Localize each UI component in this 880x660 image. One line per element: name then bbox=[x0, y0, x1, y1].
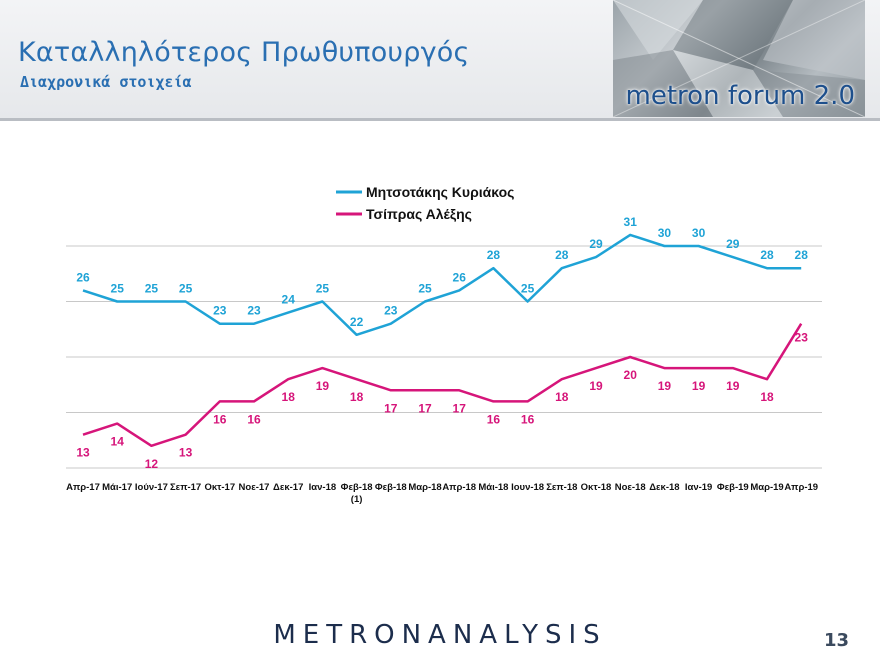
legend-label: Τσίπρας Αλέξης bbox=[366, 206, 472, 222]
x-tick-label: Ιαν-18 bbox=[309, 482, 337, 493]
data-label: 29 bbox=[726, 237, 740, 251]
data-label: 19 bbox=[589, 379, 603, 393]
data-label: 14 bbox=[111, 435, 125, 449]
x-tick-label: Μάι-18 bbox=[478, 482, 508, 493]
x-tick-label: Ιούν-17 bbox=[135, 482, 168, 493]
page-subtitle: Διαχρονικά στοιχεία bbox=[20, 73, 192, 91]
x-tick-label: Δεκ-17 bbox=[273, 482, 303, 493]
x-tick-label-suffix: (1) bbox=[351, 494, 363, 505]
x-tick-label: Οκτ-17 bbox=[204, 482, 235, 493]
data-label: 18 bbox=[760, 390, 774, 404]
data-label: 20 bbox=[624, 368, 638, 382]
x-tick-label: Νοε-17 bbox=[239, 482, 270, 493]
x-tick-label: Φεβ-19 bbox=[717, 482, 749, 493]
data-label: 13 bbox=[179, 446, 193, 460]
x-tick-label: Μάι-17 bbox=[102, 482, 132, 493]
x-tick-label: Απρ-19 bbox=[784, 482, 818, 493]
x-tick-label: Νοε-18 bbox=[615, 482, 646, 493]
page-title: Καταλληλότερος Πρωθυπουργός bbox=[18, 37, 470, 68]
data-label: 30 bbox=[692, 226, 706, 240]
data-label: 13 bbox=[76, 446, 90, 460]
x-tick-label: Οκτ-18 bbox=[581, 482, 612, 493]
x-tick-label: Ιουν-18 bbox=[511, 482, 544, 493]
data-label: 23 bbox=[213, 304, 227, 318]
data-label: 18 bbox=[282, 390, 296, 404]
data-label: 29 bbox=[589, 237, 603, 251]
series-line bbox=[82, 323, 803, 448]
data-label: 23 bbox=[384, 304, 398, 318]
data-label: 25 bbox=[179, 282, 193, 296]
data-label: 25 bbox=[111, 282, 125, 296]
data-label: 19 bbox=[692, 379, 706, 393]
data-label: 30 bbox=[658, 226, 672, 240]
data-label: 17 bbox=[384, 401, 398, 415]
metron-forum-logo: metron forum 2.0 bbox=[613, 0, 865, 117]
data-label: 26 bbox=[453, 270, 467, 284]
data-label: 26 bbox=[76, 270, 90, 284]
data-label: 25 bbox=[145, 282, 159, 296]
data-label: 28 bbox=[760, 248, 774, 262]
brand-logo-text: METRONANALYSIS bbox=[273, 620, 607, 650]
data-label: 23 bbox=[247, 304, 261, 318]
data-label: 18 bbox=[555, 390, 569, 404]
data-label: 24 bbox=[282, 293, 296, 307]
series-line bbox=[82, 233, 802, 337]
header-divider bbox=[0, 118, 880, 121]
line-chart: Μητσοτάκης Κυριάκος Τσίπρας Αλέξης 26 25 25 2… bbox=[66, 184, 822, 505]
data-label: 25 bbox=[521, 282, 535, 296]
data-label: 19 bbox=[658, 379, 672, 393]
data-label: 25 bbox=[316, 282, 330, 296]
x-tick-label: Φεβ-18 bbox=[375, 482, 407, 493]
data-label: 22 bbox=[350, 315, 364, 329]
data-label: 28 bbox=[487, 248, 501, 262]
x-tick-label: Απρ-17 bbox=[66, 482, 100, 493]
data-label: 16 bbox=[521, 412, 535, 426]
data-label: 16 bbox=[247, 412, 261, 426]
logo-text: metron forum 2.0 bbox=[625, 81, 855, 111]
data-label: 23 bbox=[795, 331, 809, 345]
x-tick-label: Σεπ-17 bbox=[170, 482, 201, 493]
x-tick-label: Μαρ-18 bbox=[408, 482, 441, 493]
page-number: 13 bbox=[824, 630, 850, 651]
x-tick-label: Φεβ-18 bbox=[341, 482, 373, 493]
data-label: 18 bbox=[350, 390, 364, 404]
logo-photo-pattern bbox=[613, 0, 865, 117]
data-label: 16 bbox=[213, 412, 227, 426]
legend-label: Μητσοτάκης Κυριάκος bbox=[366, 184, 514, 200]
data-label: 28 bbox=[795, 248, 809, 262]
data-label: 17 bbox=[453, 401, 467, 415]
x-tick-label: Μαρ-19 bbox=[750, 482, 783, 493]
data-label: 12 bbox=[145, 457, 159, 471]
data-label: 19 bbox=[316, 379, 330, 393]
data-label: 16 bbox=[487, 412, 501, 426]
data-label: 17 bbox=[418, 401, 432, 415]
data-label: 31 bbox=[624, 215, 638, 229]
data-label: 28 bbox=[555, 248, 569, 262]
data-label: 25 bbox=[418, 282, 432, 296]
x-tick-label: Ιαν-19 bbox=[685, 482, 713, 493]
x-tick-label: Δεκ-18 bbox=[649, 482, 679, 493]
x-tick-label: Σεπ-18 bbox=[546, 482, 577, 493]
data-label: 19 bbox=[726, 379, 740, 393]
x-tick-label: Απρ-18 bbox=[442, 482, 476, 493]
